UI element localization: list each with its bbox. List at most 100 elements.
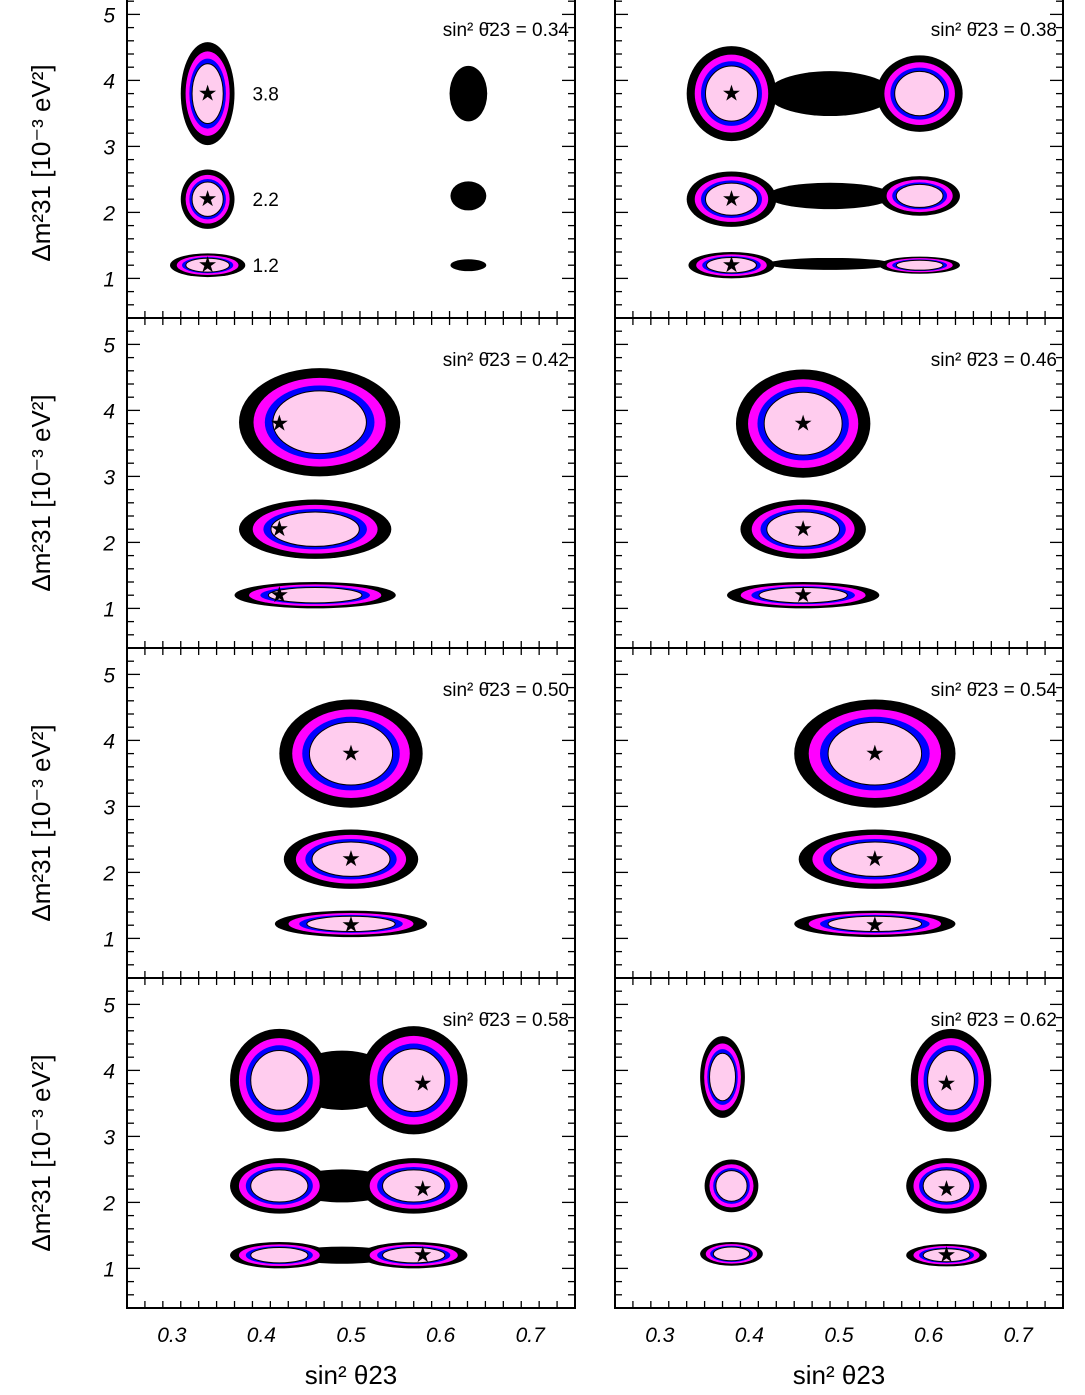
contour-inner-region-5 [712,1246,751,1262]
contour-inner-region-4 [704,182,758,216]
x-tick-label: 0.4 [247,1324,276,1347]
best-fit-star-2: ★ [198,186,218,211]
y-axis-title: Δm²31 [10⁻³ eV²] [26,1054,56,1251]
y-tick-label: 1 [103,598,115,621]
y-tick-label: 5 [103,334,115,357]
panel-frame [614,977,1064,1309]
contour-inner-region-5 [382,1169,446,1203]
y-tick-label: 1 [103,1258,115,1281]
contour-inner-region-6 [922,1248,971,1263]
y-tick-label: 2 [102,1192,115,1215]
best-fit-star-1: ★ [341,741,361,766]
y-axis-title: Δm²31 [10⁻³ eV²] [26,394,56,591]
y-tick-label: 1 [103,268,115,291]
y-axis-title: Δm²31 [10⁻³ eV²] [26,64,56,261]
x-tick-label: 0.6 [914,1324,944,1347]
contour-area [686,46,963,279]
y-tick-label: 5 [103,664,115,687]
best-fit-star-2: ★ [865,846,885,871]
contour-outer-region-3 [767,71,893,117]
contour-inner-region-2 [927,1049,975,1111]
contour-area [727,369,880,609]
contour-inner-region-1 [709,1052,737,1102]
best-fit-star-3: ★ [341,912,361,937]
contour-inner-region-2 [894,70,946,117]
panel-label: sin² θ̄23 = 0.58 [443,1010,569,1031]
panel-label: sin² θ̄23 = 0.42 [443,350,569,371]
contour-inner-region-3 [715,1170,748,1202]
best-fit-star-1: ★ [198,81,218,106]
mass-label-2: 2.2 [252,190,278,211]
panel-label: sin² θ̄23 = 0.34 [443,20,570,41]
panel-1: ★ ★ ★ 3.8 2.2 1.2 1 2 3 4 5 Δm²31 [10⁻³ eV²] sin² θ̄… [26,0,576,319]
contour-inner-region-2 [311,841,391,877]
contour-area [794,699,956,938]
contour-inner-region-3 [185,257,230,273]
best-fit-star-1: ★ [269,411,289,436]
best-fit-star-2: ★ [722,186,742,211]
y-tick-label: 5 [103,994,115,1017]
panel-2: ★ ★ ★ sin² θ̄23 = 0.38 [614,0,1064,319]
contour-area [230,1026,468,1269]
best-fit-star-2: ★ [269,516,289,541]
contour-inner-region-5 [895,183,944,208]
best-fit-star-3: ★ [269,582,289,607]
panel-4: ★ ★ ★ sin² θ̄23 = 0.46 [614,317,1064,649]
y-tick-label: 3 [103,1126,115,1149]
contour-inner-region-8 [895,259,944,271]
mass-label-3: 1.2 [252,256,278,277]
y-tick-label: 1 [103,928,115,951]
panel-8: ★ ★ ★ 0.3 0.4 0.5 0.6 0.7 sin² θ23 sin² θ̄23 = 0.… [614,977,1064,1390]
x-axis-title: sin² θ23 [793,1360,886,1390]
contour-inner-region-4 [250,1169,309,1203]
contour-inner-region-2 [382,1048,446,1113]
y-tick-label: 3 [103,136,115,159]
x-axis-title: sin² θ23 [305,1360,398,1390]
y-tick-label: 5 [103,4,115,27]
best-fit-star-1: ★ [865,741,885,766]
contour-inner-region-3 [827,915,923,933]
best-fit-star-2: ★ [793,516,813,541]
contour-inner-region-7 [250,1247,309,1264]
contour-inner-region-1 [308,721,394,786]
contour-area [234,368,401,609]
y-tick-label: 4 [103,400,115,423]
contour-outer-region-4 [449,65,488,122]
best-fit-star-3: ★ [413,1242,433,1267]
y-tick-label: 2 [102,532,115,555]
best-fit-star-3: ★ [937,1242,957,1267]
contour-inner-region-1 [763,391,843,456]
contour-area [700,1028,992,1267]
panel-7: ★ ★ ★ 1 2 3 4 5 Δm²31 [10⁻³ eV²] 0.3 0.4 0.5 0.6 0.7 s… [26,977,576,1390]
contour-inner-region-3 [267,587,363,604]
contour-inner-region-1 [827,721,923,786]
contour-inner-region-2 [270,511,360,547]
contour-inner-region-7 [706,257,757,274]
contour-inner-region-1 [704,65,758,122]
panel-5: ★ ★ ★ 1 2 3 4 5 Δm²31 [10⁻³ eV²] sin² θ̄23 = 0.50 [26,647,576,979]
y-tick-label: 3 [103,796,115,819]
best-fit-star-1: ★ [793,411,813,436]
contour-inner-region-1 [250,1049,309,1111]
x-tick-label: 0.4 [735,1324,764,1347]
best-fit-star-3: ★ [198,252,218,277]
x-tick-label: 0.5 [824,1324,854,1347]
panel-label: sin² θ̄23 = 0.46 [931,350,1057,371]
panel-6: ★ ★ ★ sin² θ̄23 = 0.54 [614,647,1064,979]
best-fit-star-3: ★ [865,912,885,937]
mass-label-1: 3.8 [252,85,278,106]
contour-outer-region-6 [767,182,893,210]
y-tick-label: 2 [102,862,115,885]
y-axis-title: Δm²31 [10⁻³ eV²] [26,724,56,921]
x-tick-label: 0.5 [336,1324,366,1347]
contour-area [274,699,428,938]
contour-inner-region-8 [382,1247,446,1264]
best-fit-star-2: ★ [413,1176,433,1201]
contour-outer-region-5 [450,181,487,211]
panel-label: sin² θ̄23 = 0.62 [931,1010,1057,1031]
contour-inner-region-3 [758,587,848,604]
x-tick-label: 0.6 [426,1324,456,1347]
contour-area [170,42,488,278]
contour-inner-region-4 [922,1169,971,1203]
